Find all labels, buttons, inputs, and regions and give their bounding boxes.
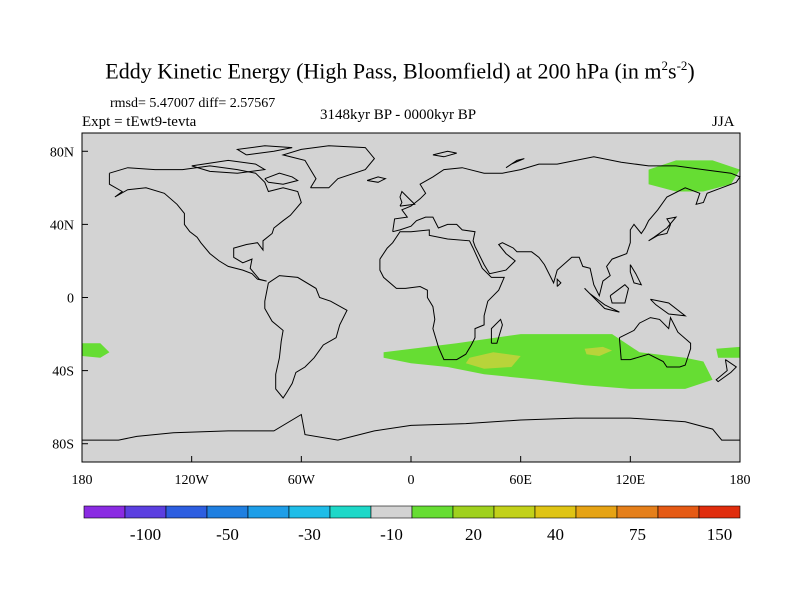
colorbar-swatch bbox=[370, 505, 413, 519]
coastline-segment bbox=[366, 176, 387, 183]
coastline-segment bbox=[108, 165, 302, 282]
colorbar-swatch bbox=[657, 505, 700, 519]
north-pacific-anomaly bbox=[648, 160, 740, 192]
map-background bbox=[82, 133, 740, 462]
colorbar-swatch bbox=[452, 505, 495, 519]
x-tick-label: 180 bbox=[730, 473, 751, 488]
colorbar-swatch bbox=[493, 505, 536, 519]
chart-title: Eddy Kinetic Energy (High Pass, Bloomfie… bbox=[105, 58, 695, 84]
colorbar-swatch bbox=[575, 505, 618, 519]
coastline-segment bbox=[618, 316, 692, 368]
coastline-segment bbox=[432, 150, 457, 158]
y-tick-label: 0 bbox=[67, 292, 74, 307]
coastline-segment bbox=[584, 288, 620, 313]
colorbar: -100 -50 -30 -10 20 40 75 150 bbox=[83, 505, 741, 544]
coastline-segment bbox=[264, 275, 348, 399]
colorbar-label: 20 bbox=[465, 525, 482, 544]
coastline-segment bbox=[281, 145, 376, 189]
coastline-segment bbox=[609, 284, 630, 304]
coastline-segment bbox=[264, 172, 299, 185]
colorbar-swatch bbox=[534, 505, 577, 519]
map-plot-area bbox=[81, 132, 741, 463]
colorbar-swatch bbox=[288, 505, 331, 519]
colorbar-swatch bbox=[165, 505, 208, 519]
colorbar-label: -50 bbox=[216, 525, 239, 544]
anomaly-regions bbox=[82, 160, 740, 389]
colorbar-swatch bbox=[329, 505, 372, 519]
colorbar-swatch bbox=[206, 505, 249, 519]
y-tick-label: 80N bbox=[50, 145, 74, 160]
colorbar-label: 75 bbox=[629, 525, 646, 544]
coastline-segment bbox=[715, 359, 738, 383]
coastline-segment bbox=[505, 158, 525, 169]
x-tick-label: 60E bbox=[509, 473, 532, 488]
southern-ocean-core bbox=[465, 352, 521, 369]
period-label: 3148kyr BP - 0000kyr BP bbox=[320, 107, 477, 123]
south-pacific-east-anomaly bbox=[716, 346, 740, 358]
y-tick-label: 40N bbox=[50, 218, 74, 233]
experiment-label: Expt = tEwt9-tevta bbox=[82, 114, 197, 130]
coastline-segment bbox=[191, 159, 267, 174]
x-tick-label: 120E bbox=[616, 473, 646, 488]
colorbar-swatch bbox=[124, 505, 167, 519]
coastline-segment bbox=[82, 413, 740, 441]
colorbar-label: 40 bbox=[547, 525, 564, 544]
coastlines bbox=[82, 145, 741, 441]
colorbar-label: -100 bbox=[130, 525, 161, 544]
coastline-segment bbox=[648, 216, 678, 242]
colorbar-label: -10 bbox=[380, 525, 403, 544]
y-tick-label: 40S bbox=[52, 365, 74, 380]
coastline-segment bbox=[235, 145, 293, 156]
colorbar-swatch bbox=[616, 505, 659, 519]
colorbar-swatch bbox=[698, 505, 741, 519]
south-pacific-west-anomaly bbox=[82, 343, 110, 358]
x-tick-label: 0 bbox=[408, 473, 415, 488]
season-label: JJA bbox=[712, 114, 735, 130]
colorbar-swatch bbox=[247, 505, 290, 519]
x-tick-label: 60W bbox=[288, 473, 316, 488]
x-tick-label: 120W bbox=[175, 473, 210, 488]
coastline-segment bbox=[650, 298, 687, 317]
colorbar-label: -30 bbox=[298, 525, 321, 544]
coastline-segment bbox=[399, 190, 416, 207]
stats-text: rmsd= 5.47007 diff= 2.57567 bbox=[110, 96, 276, 111]
indian-ocean-core bbox=[584, 346, 613, 356]
coastline-segment bbox=[490, 318, 503, 344]
colorbar-swatch bbox=[83, 505, 126, 519]
colorbar-swatch bbox=[411, 505, 454, 519]
coastline-segment bbox=[392, 156, 741, 298]
coastline-segment bbox=[629, 264, 643, 286]
coastline-segment bbox=[556, 277, 562, 287]
southern-ocean-anomaly bbox=[383, 334, 713, 389]
coastline-segment bbox=[379, 229, 505, 361]
axis-ticks: 180 120W 60W 0 60E 120E 180 80N 40N 0 40S 80S bbox=[50, 145, 751, 488]
colorbar-label: 150 bbox=[707, 525, 733, 544]
x-tick-label: 180 bbox=[72, 473, 93, 488]
y-tick-label: 80S bbox=[52, 438, 74, 453]
